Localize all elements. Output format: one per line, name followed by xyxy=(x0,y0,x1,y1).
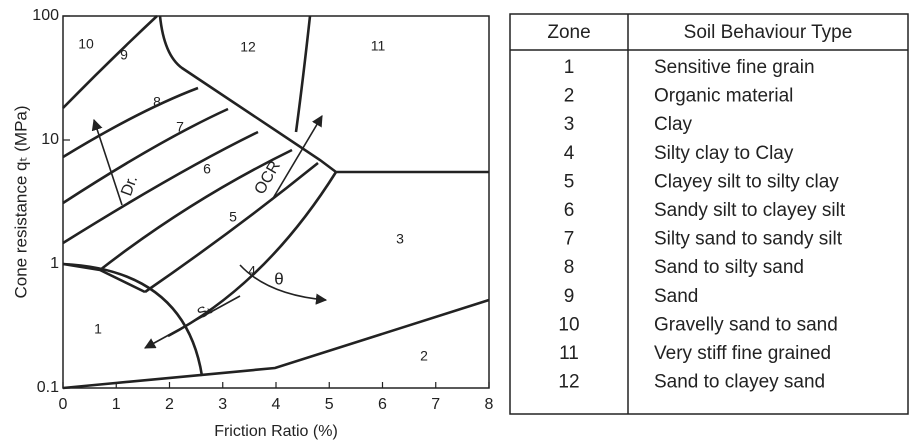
table-cell: Clayey silt to silty clay xyxy=(654,171,839,192)
plot-frame xyxy=(62,15,490,389)
table-cell: 4 xyxy=(564,143,575,164)
table-cell: Silty sand to sandy silt xyxy=(654,229,843,250)
zone-label: 4 xyxy=(248,263,256,279)
x-axis-label: Friction Ratio (%) xyxy=(214,423,338,440)
zone-boundaries xyxy=(62,15,490,390)
x-tick-label: 7 xyxy=(431,396,440,413)
table-cell: Sandy silt to clayey silt xyxy=(654,200,846,221)
table-frame xyxy=(509,13,909,415)
y-tick-label: 100 xyxy=(32,7,59,24)
zone-label: 8 xyxy=(153,94,161,110)
zone-label: 11 xyxy=(371,38,386,54)
x-tick-label: 6 xyxy=(378,396,387,413)
table-cell: 5 xyxy=(564,171,575,192)
table-cell: 9 xyxy=(564,286,575,307)
table-cell: 3 xyxy=(564,114,575,135)
table-cell: 7 xyxy=(564,229,575,250)
trend-arrows xyxy=(91,115,328,349)
table-header: Soil Behaviour Type xyxy=(684,22,853,43)
table-cell: Sand xyxy=(654,286,698,307)
table-header: Zone xyxy=(547,22,590,43)
zone-label: 1 xyxy=(94,321,102,337)
x-tick-label: 8 xyxy=(485,396,494,413)
x-tick-label: 0 xyxy=(59,396,68,413)
zone-label: 3 xyxy=(396,231,404,247)
table-cell: Gravelly sand to sand xyxy=(654,314,838,335)
y-tick-label: 10 xyxy=(41,131,59,148)
zone-label: 7 xyxy=(176,119,184,135)
zone-label: 12 xyxy=(240,39,256,55)
annotation: Sₜ xyxy=(194,301,215,323)
x-tick-label: 1 xyxy=(112,396,121,413)
zone-label: 10 xyxy=(78,36,94,52)
zone-label: 2 xyxy=(420,348,428,364)
table-cell: Sand to silty sand xyxy=(654,257,804,278)
x-tick-label: 5 xyxy=(325,396,334,413)
table-cell: Organic material xyxy=(654,86,793,107)
y-tick-label: 1 xyxy=(50,255,59,272)
table-cell: 10 xyxy=(558,314,579,335)
table-cell: 6 xyxy=(564,200,575,221)
y-tick-label: 0.1 xyxy=(37,379,59,396)
annotation: Dr. xyxy=(118,173,141,198)
annotation: θ xyxy=(274,269,283,288)
annotation: OCR xyxy=(252,158,285,197)
zone-label: 6 xyxy=(203,161,211,177)
table-cell: Sand to clayey sand xyxy=(654,372,825,393)
y-axis-label: Cone resistance qₜ (MPa) xyxy=(11,105,30,298)
x-tick-label: 2 xyxy=(165,396,174,413)
table-cell: 12 xyxy=(558,372,579,393)
zone-label: 9 xyxy=(120,47,128,63)
x-tick-label: 3 xyxy=(218,396,227,413)
table-cell: 2 xyxy=(564,86,575,107)
table-cell: 11 xyxy=(559,343,579,364)
table-cell: Sensitive fine grain xyxy=(654,57,815,78)
table-cell: 8 xyxy=(564,257,575,278)
table-cell: Silty clay to Clay xyxy=(654,143,794,164)
x-tick-label: 4 xyxy=(272,396,281,413)
table-cell: Clay xyxy=(654,114,693,135)
zone-label: 5 xyxy=(229,209,237,225)
table-cell: 1 xyxy=(564,57,575,78)
table-cell: Very stiff fine grained xyxy=(654,343,831,364)
